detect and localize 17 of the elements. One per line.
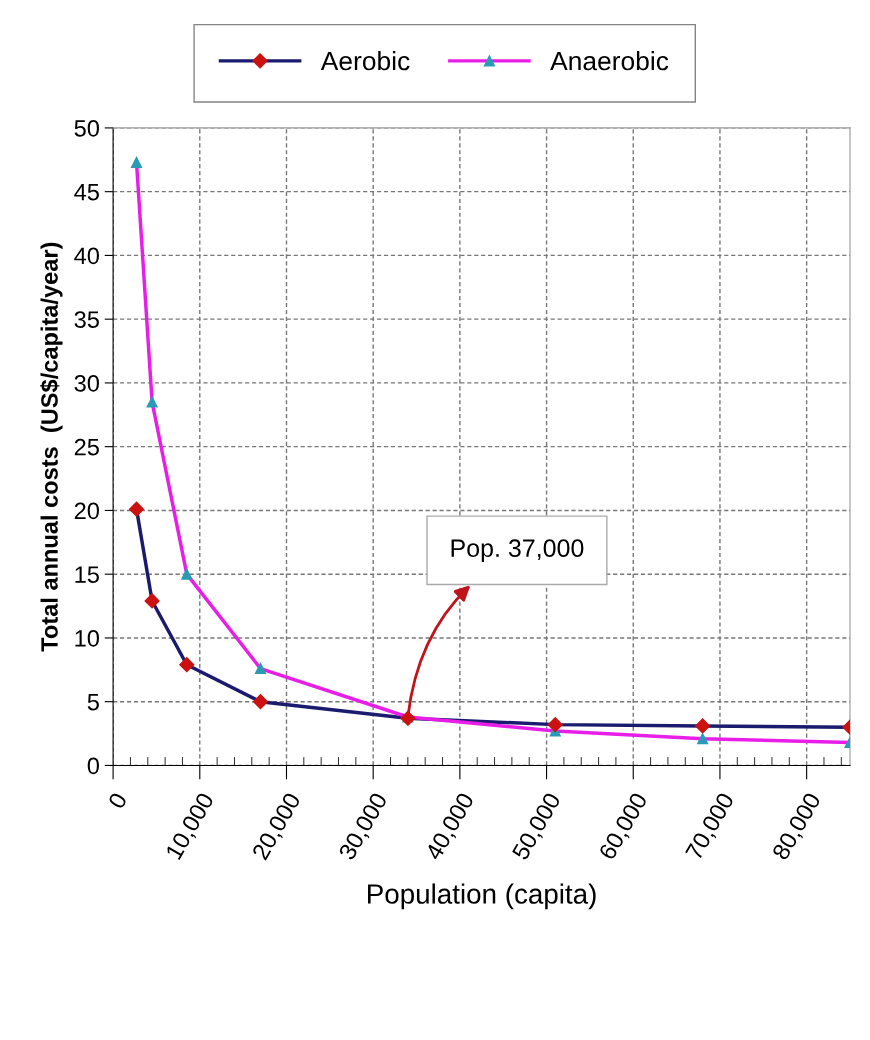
y-axis-title: Total annual costs (US$/capita/year) <box>40 242 63 652</box>
y-tick-label: 30 <box>74 375 99 392</box>
y-tick-label: 40 <box>74 247 99 265</box>
y-tick-label: 50 <box>74 119 99 137</box>
y-tick-label: 10 <box>75 630 99 647</box>
y-tick-label: 35 <box>74 311 99 328</box>
legend-label: Anaerobic <box>550 50 669 71</box>
y-tick-label: 5 <box>87 694 99 711</box>
annotation: Pop. 37,000 <box>451 539 584 562</box>
legend-label: Aerobic <box>320 50 410 71</box>
y-tick-label: 25 <box>74 438 99 456</box>
y-tick-label: 15 <box>75 566 99 583</box>
y-tick-label: 45 <box>74 183 99 201</box>
x-tick-label: 0 <box>107 791 128 810</box>
y-tick-label: 0 <box>87 757 99 775</box>
y-tick-label: 20 <box>74 502 99 520</box>
x-axis-title: Population (capita) <box>368 883 596 910</box>
